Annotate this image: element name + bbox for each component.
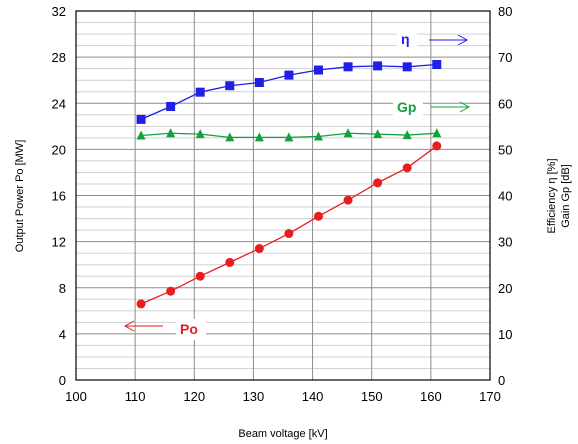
left-y-axis-ticks: 0 4 8 12 16 20 24 28 32 (52, 4, 66, 388)
right-y-tick-label: 40 (498, 189, 512, 204)
series-layer (136, 60, 442, 309)
series-point-gp (195, 129, 205, 139)
major-grid (76, 11, 490, 380)
left-y-tick-label: 8 (59, 281, 66, 296)
series-point-po (166, 286, 176, 296)
series-point-po (402, 163, 412, 173)
right-y-tick-label: 10 (498, 327, 512, 342)
series-point-po (254, 244, 264, 254)
x-tick-label: 170 (479, 389, 501, 404)
left-y-tick-label: 0 (59, 373, 66, 388)
right-y-axis-ticks: 0 10 20 30 40 50 60 70 80 (498, 4, 512, 388)
series-point-eta (343, 62, 353, 72)
series-point-gp (313, 131, 323, 141)
series-point-po (225, 257, 235, 267)
x-axis-title: Beam voltage [kV] (238, 428, 327, 440)
annotation-layer: η Gp Po (123, 29, 471, 340)
series-point-po (136, 299, 146, 309)
right-y-tick-label: 30 (498, 235, 512, 250)
left-y-tick-label: 20 (52, 142, 66, 157)
right-y-tick-label: 70 (498, 50, 512, 65)
right-y-tick-label: 60 (498, 96, 512, 111)
series-point-gp (402, 130, 412, 140)
series-point-eta (373, 61, 383, 71)
annotation-label-po: Po (180, 321, 198, 337)
series-point-eta (136, 114, 146, 124)
annotation-label-gp: Gp (397, 99, 416, 115)
series-point-po (343, 195, 353, 205)
series-point-gp (136, 130, 146, 140)
x-tick-label: 150 (361, 389, 383, 404)
x-tick-label: 100 (65, 389, 87, 404)
series-point-po (373, 178, 383, 188)
series-point-po (313, 211, 323, 221)
x-tick-label: 140 (302, 389, 324, 404)
right-y-axis-title-efficiency: Efficiency η [%] (546, 159, 558, 234)
x-axis-ticks: 100 110 120 130 140 150 160 170 (65, 389, 501, 404)
left-y-tick-label: 16 (52, 189, 66, 204)
left-y-tick-label: 28 (52, 50, 66, 65)
series-point-eta (432, 60, 442, 70)
series-point-eta (166, 101, 176, 111)
annotation-arrow-head-gp (459, 101, 471, 113)
minor-grid (76, 22, 490, 369)
series-point-po (284, 229, 294, 239)
x-tick-label: 120 (183, 389, 205, 404)
series-point-eta (313, 65, 323, 75)
plot-frame (75, 10, 491, 381)
series-point-gp (166, 128, 176, 138)
series-point-eta (195, 87, 205, 97)
series-point-gp (284, 132, 294, 142)
series-point-gp (373, 129, 383, 139)
left-y-axis-title: Output Power Po [MW] (14, 140, 26, 252)
annotation-background-gp (393, 97, 423, 118)
series-point-po (432, 141, 442, 151)
series-point-po (195, 271, 205, 281)
left-y-tick-label: 32 (52, 4, 66, 19)
annotation-arrow-head-eta (457, 34, 469, 46)
right-y-tick-label: 50 (498, 142, 512, 157)
right-y-axis-title-gain: Gain Gp [dB] (560, 164, 572, 228)
right-y-tick-label: 20 (498, 281, 512, 296)
series-point-eta (284, 70, 294, 80)
annotation-background-eta (397, 29, 417, 50)
annotation-label-eta: η (401, 31, 410, 47)
series-point-gp (343, 128, 353, 138)
series-point-gp (432, 128, 442, 138)
right-y-tick-label: 0 (498, 373, 505, 388)
annotation-background-po (176, 319, 206, 340)
left-y-tick-label: 4 (59, 327, 66, 342)
right-y-tick-label: 80 (498, 4, 512, 19)
series-point-gp (254, 132, 264, 142)
x-tick-label: 110 (125, 389, 146, 404)
series-point-eta (254, 77, 264, 87)
x-tick-label: 160 (420, 389, 442, 404)
series-point-eta (402, 62, 412, 72)
series-point-gp (225, 132, 235, 142)
series-point-eta (225, 81, 235, 91)
x-tick-label: 130 (243, 389, 265, 404)
left-y-tick-label: 12 (52, 235, 66, 250)
annotation-arrow-head-po (123, 320, 135, 332)
left-y-tick-label: 24 (52, 96, 66, 111)
